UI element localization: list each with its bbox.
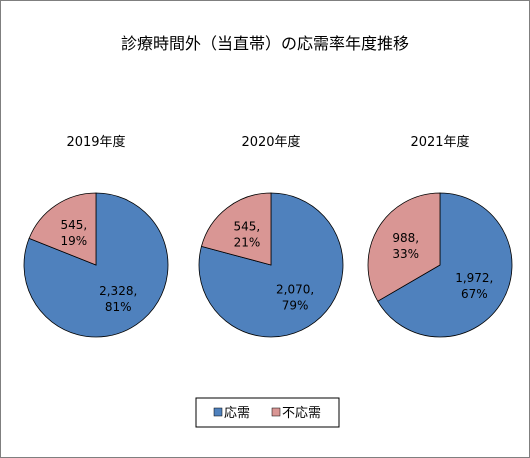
pie-group: 2019年度 2,328, 81% 545, 19% 2020年度 2,070, 79% 545… xyxy=(23,134,513,338)
data-label-value: 2,328, xyxy=(99,284,137,298)
legend: 応需 不応需 xyxy=(195,397,340,428)
legend-swatch-ouju xyxy=(213,407,223,417)
data-label-percent: 21% xyxy=(234,236,261,250)
data-label-value: 988, xyxy=(392,231,419,245)
data-label-percent: 67% xyxy=(461,287,488,301)
pie-subtitle: 2019年度 xyxy=(66,134,125,150)
legend-label-fuouju: 不応需 xyxy=(282,406,321,421)
pie-subtitle: 2020年度 xyxy=(241,134,300,150)
data-label-value: 1,972, xyxy=(455,271,493,285)
pie-slice-fuouju xyxy=(200,192,272,266)
pie-subtitle: 2021年度 xyxy=(410,134,469,150)
chart-title: 診療時間外（当直帯）の応需率年度推移 xyxy=(121,34,409,53)
data-label-percent: 81% xyxy=(105,300,132,314)
pie-slice-ouju xyxy=(377,192,513,338)
pie-slice-fuouju xyxy=(28,192,97,266)
data-label-percent: 79% xyxy=(282,298,309,312)
data-label-value: 545, xyxy=(60,218,87,232)
legend-swatch-fuouju xyxy=(271,407,281,417)
pie-slice-fuouju xyxy=(367,192,441,302)
legend-label-ouju: 応需 xyxy=(224,406,250,421)
data-label-percent: 33% xyxy=(392,247,419,261)
data-label-value: 2,070, xyxy=(276,282,314,296)
data-label-value: 545, xyxy=(234,220,261,234)
data-label-percent: 19% xyxy=(60,234,87,248)
